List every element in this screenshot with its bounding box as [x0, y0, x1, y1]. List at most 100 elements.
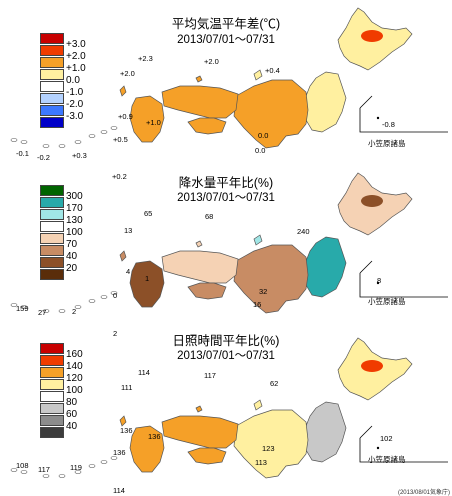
- honshuC-region: [233, 79, 309, 149]
- honshuC-region: [233, 244, 309, 314]
- shikoku-region: [187, 447, 227, 465]
- legend-swatch: [40, 197, 64, 208]
- island: [100, 295, 108, 299]
- temp-label: 0.0: [258, 131, 269, 140]
- legend-swatch: [40, 33, 64, 44]
- island: [74, 470, 82, 474]
- legend-swatch: [40, 367, 64, 378]
- island: [42, 309, 50, 313]
- legend-label: 70: [66, 239, 78, 250]
- temp-label: +0.5: [113, 135, 128, 144]
- temperature-title: 平均気温平年差(℃): [171, 17, 281, 31]
- tsushima-region: [119, 250, 127, 262]
- temperature-map: [10, 7, 448, 149]
- honshuW-region: [161, 415, 239, 449]
- legend-swatch: [40, 415, 64, 426]
- legend-label: -2.0: [66, 99, 84, 110]
- island: [20, 470, 28, 474]
- precip-label: 8: [377, 276, 382, 285]
- honshuW-region: [161, 85, 239, 119]
- temp-label: -0.2: [37, 153, 50, 162]
- legend-swatch: [40, 269, 64, 280]
- sun-label: 117: [204, 371, 216, 380]
- ogasawara-island: [376, 281, 380, 285]
- sun-label: 111: [121, 383, 133, 392]
- tsushima-region: [119, 85, 127, 97]
- legend-swatch: [40, 233, 64, 244]
- precip-label: 0: [113, 291, 118, 300]
- accent-region: [361, 30, 383, 42]
- ogasawara-island: [376, 446, 380, 450]
- island: [10, 303, 18, 307]
- sun-label: 136: [148, 432, 161, 441]
- legend-swatch: [40, 427, 64, 438]
- legend-label: 40: [66, 421, 78, 432]
- sunshine-panel: 2 日照時間平年比(%) 2013/07/01～07/31 160 140 120 1…: [0, 330, 452, 495]
- honshuC-region: [233, 409, 309, 479]
- precip-label: 1: [145, 274, 150, 283]
- legend-swatch: [40, 245, 64, 256]
- ogasawara-frame: [359, 95, 373, 109]
- island: [20, 305, 28, 309]
- legend-swatch: [40, 185, 64, 196]
- legend-label: 100: [66, 385, 83, 396]
- accent-region: [361, 195, 383, 207]
- okiA-region: [195, 240, 203, 248]
- okiA-region: [195, 405, 203, 413]
- sun-label: 117: [38, 465, 50, 474]
- precip-label: 4: [126, 267, 131, 276]
- sado-region: [253, 234, 263, 246]
- legend-swatch: [40, 257, 64, 268]
- legend-swatch: [40, 93, 64, 104]
- precip-label: 68: [205, 212, 214, 221]
- legend-label: 100: [66, 227, 83, 238]
- temp-label: +2.0: [120, 69, 135, 78]
- precip-label: 13: [124, 226, 133, 235]
- sun-label: 113: [255, 458, 267, 467]
- island: [100, 460, 108, 464]
- legend-label: 170: [66, 203, 83, 214]
- island: [10, 468, 18, 472]
- ogasawara-label: 小笠原諸島: [368, 139, 406, 148]
- ogasawara-frame: [359, 273, 448, 298]
- sun-label: 114: [138, 368, 150, 377]
- temp-label: +2.3: [138, 54, 153, 63]
- sun-label: 136: [120, 426, 133, 435]
- tsushima-region: [119, 415, 127, 427]
- ogasawara-label: 小笠原諸島: [368, 455, 406, 464]
- legend-swatch: [40, 105, 64, 116]
- island: [58, 474, 66, 478]
- legend-swatch: [40, 379, 64, 390]
- island: [74, 140, 82, 144]
- island: [100, 130, 108, 134]
- sunshine-map: [10, 337, 448, 479]
- legend-label: -3.0: [66, 111, 84, 122]
- legend-label: 40: [66, 251, 78, 262]
- precip-label: 159: [16, 304, 29, 313]
- legend-label: 140: [66, 361, 83, 372]
- island: [42, 474, 50, 478]
- temp-label: -0.1: [16, 149, 29, 158]
- legend-label: -1.0: [66, 87, 84, 98]
- precip-label: 240: [297, 227, 310, 236]
- temp-label: +0.9: [118, 112, 133, 121]
- island: [88, 134, 96, 138]
- temp-label: +0.3: [72, 151, 87, 160]
- precipitation-period: 2013/07/01～07/31: [177, 192, 275, 204]
- ogasawara-frame: [359, 425, 373, 439]
- sun-label: 114: [113, 486, 125, 495]
- kyushu-region: [129, 95, 165, 143]
- precipitation-map: [10, 172, 448, 314]
- kyushu-region: [129, 425, 165, 473]
- temp-label: -0.8: [382, 120, 395, 129]
- honshuN-region: [301, 71, 347, 133]
- island: [74, 305, 82, 309]
- precipitation-title: 降水量平年比(%): [178, 176, 274, 190]
- sun-label: 108: [16, 461, 29, 470]
- sado-region: [253, 69, 263, 81]
- temp-label: +1.0: [146, 118, 161, 127]
- legend-label: 160: [66, 349, 83, 360]
- precipitation-panel: +0.2 降水量平年比(%) 2013/07/01～07/31 300 170 13…: [0, 165, 452, 330]
- island: [58, 309, 66, 313]
- ogasawara-label: 小笠原諸島: [368, 297, 406, 306]
